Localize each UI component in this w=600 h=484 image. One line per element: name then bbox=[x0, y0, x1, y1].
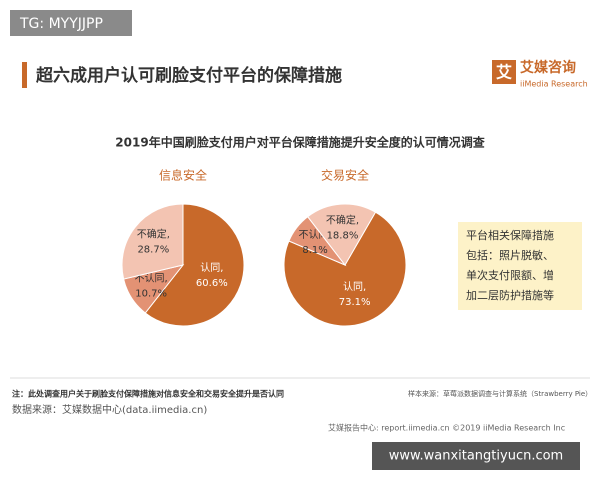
pie-slice bbox=[144, 203, 245, 327]
slice-value: 10.7% bbox=[135, 288, 167, 299]
page-title: 超六成用户认可刷脸支付平台的保障措施 bbox=[36, 65, 342, 86]
logo-mark: 艾 bbox=[496, 63, 512, 82]
slice-label: 不确定, bbox=[326, 213, 359, 226]
watermark-bottom-box bbox=[372, 442, 580, 470]
slice-value: 18.8% bbox=[327, 230, 359, 241]
slice-value: 28.7% bbox=[137, 245, 169, 256]
slice-label: 认同, bbox=[200, 261, 223, 274]
title-bar bbox=[22, 62, 27, 88]
watermark-box bbox=[10, 10, 132, 36]
source: 数据来源：艾媒数据中心(data.iimedia.cn) bbox=[12, 403, 207, 416]
note-line: 包括：照片脱敏、 bbox=[466, 248, 554, 262]
slice-label: 不确定, bbox=[137, 228, 170, 241]
logo-name: 艾媒咨询 bbox=[520, 59, 576, 76]
pie-title: 信息安全 bbox=[159, 168, 207, 183]
note-line: 平台相关保障措施 bbox=[466, 228, 554, 242]
note-box bbox=[458, 222, 582, 310]
note-line: 单次支付限额、增 bbox=[466, 268, 554, 282]
pie-slice bbox=[121, 203, 184, 280]
chart-subtitle: 2019年中国刷脸支付用户对平台保障措施提升安全度的认可情况调查 bbox=[115, 135, 485, 150]
watermark-top: TG: MYYJJPP bbox=[19, 16, 103, 32]
note-line: 加二层防护措施等 bbox=[466, 288, 554, 302]
slice-value: 8.1% bbox=[302, 245, 327, 256]
logo-box bbox=[492, 60, 516, 84]
sample-source: 样本来源：草莓派数据调查与计算系统（Strawberry Pie） bbox=[408, 389, 592, 398]
slice-label: 认同, bbox=[343, 280, 366, 293]
pie-title: 交易安全 bbox=[321, 168, 369, 183]
logo-sub: iiMedia Research bbox=[520, 80, 588, 89]
footnote: 注：此处调查用户关于刷脸支付保障措施对信息安全和交易安全提升是否认同 bbox=[12, 389, 284, 399]
slice-value: 73.1% bbox=[339, 297, 371, 308]
watermark-bottom: www.wanxitangtiyucn.com bbox=[389, 449, 563, 464]
pie-slice bbox=[307, 203, 377, 266]
slice-value: 60.6% bbox=[196, 278, 228, 289]
footer: 艾媒报告中心: report.iimedia.cn ©2019 iiMedia … bbox=[328, 423, 565, 433]
pie-slice bbox=[283, 211, 407, 327]
